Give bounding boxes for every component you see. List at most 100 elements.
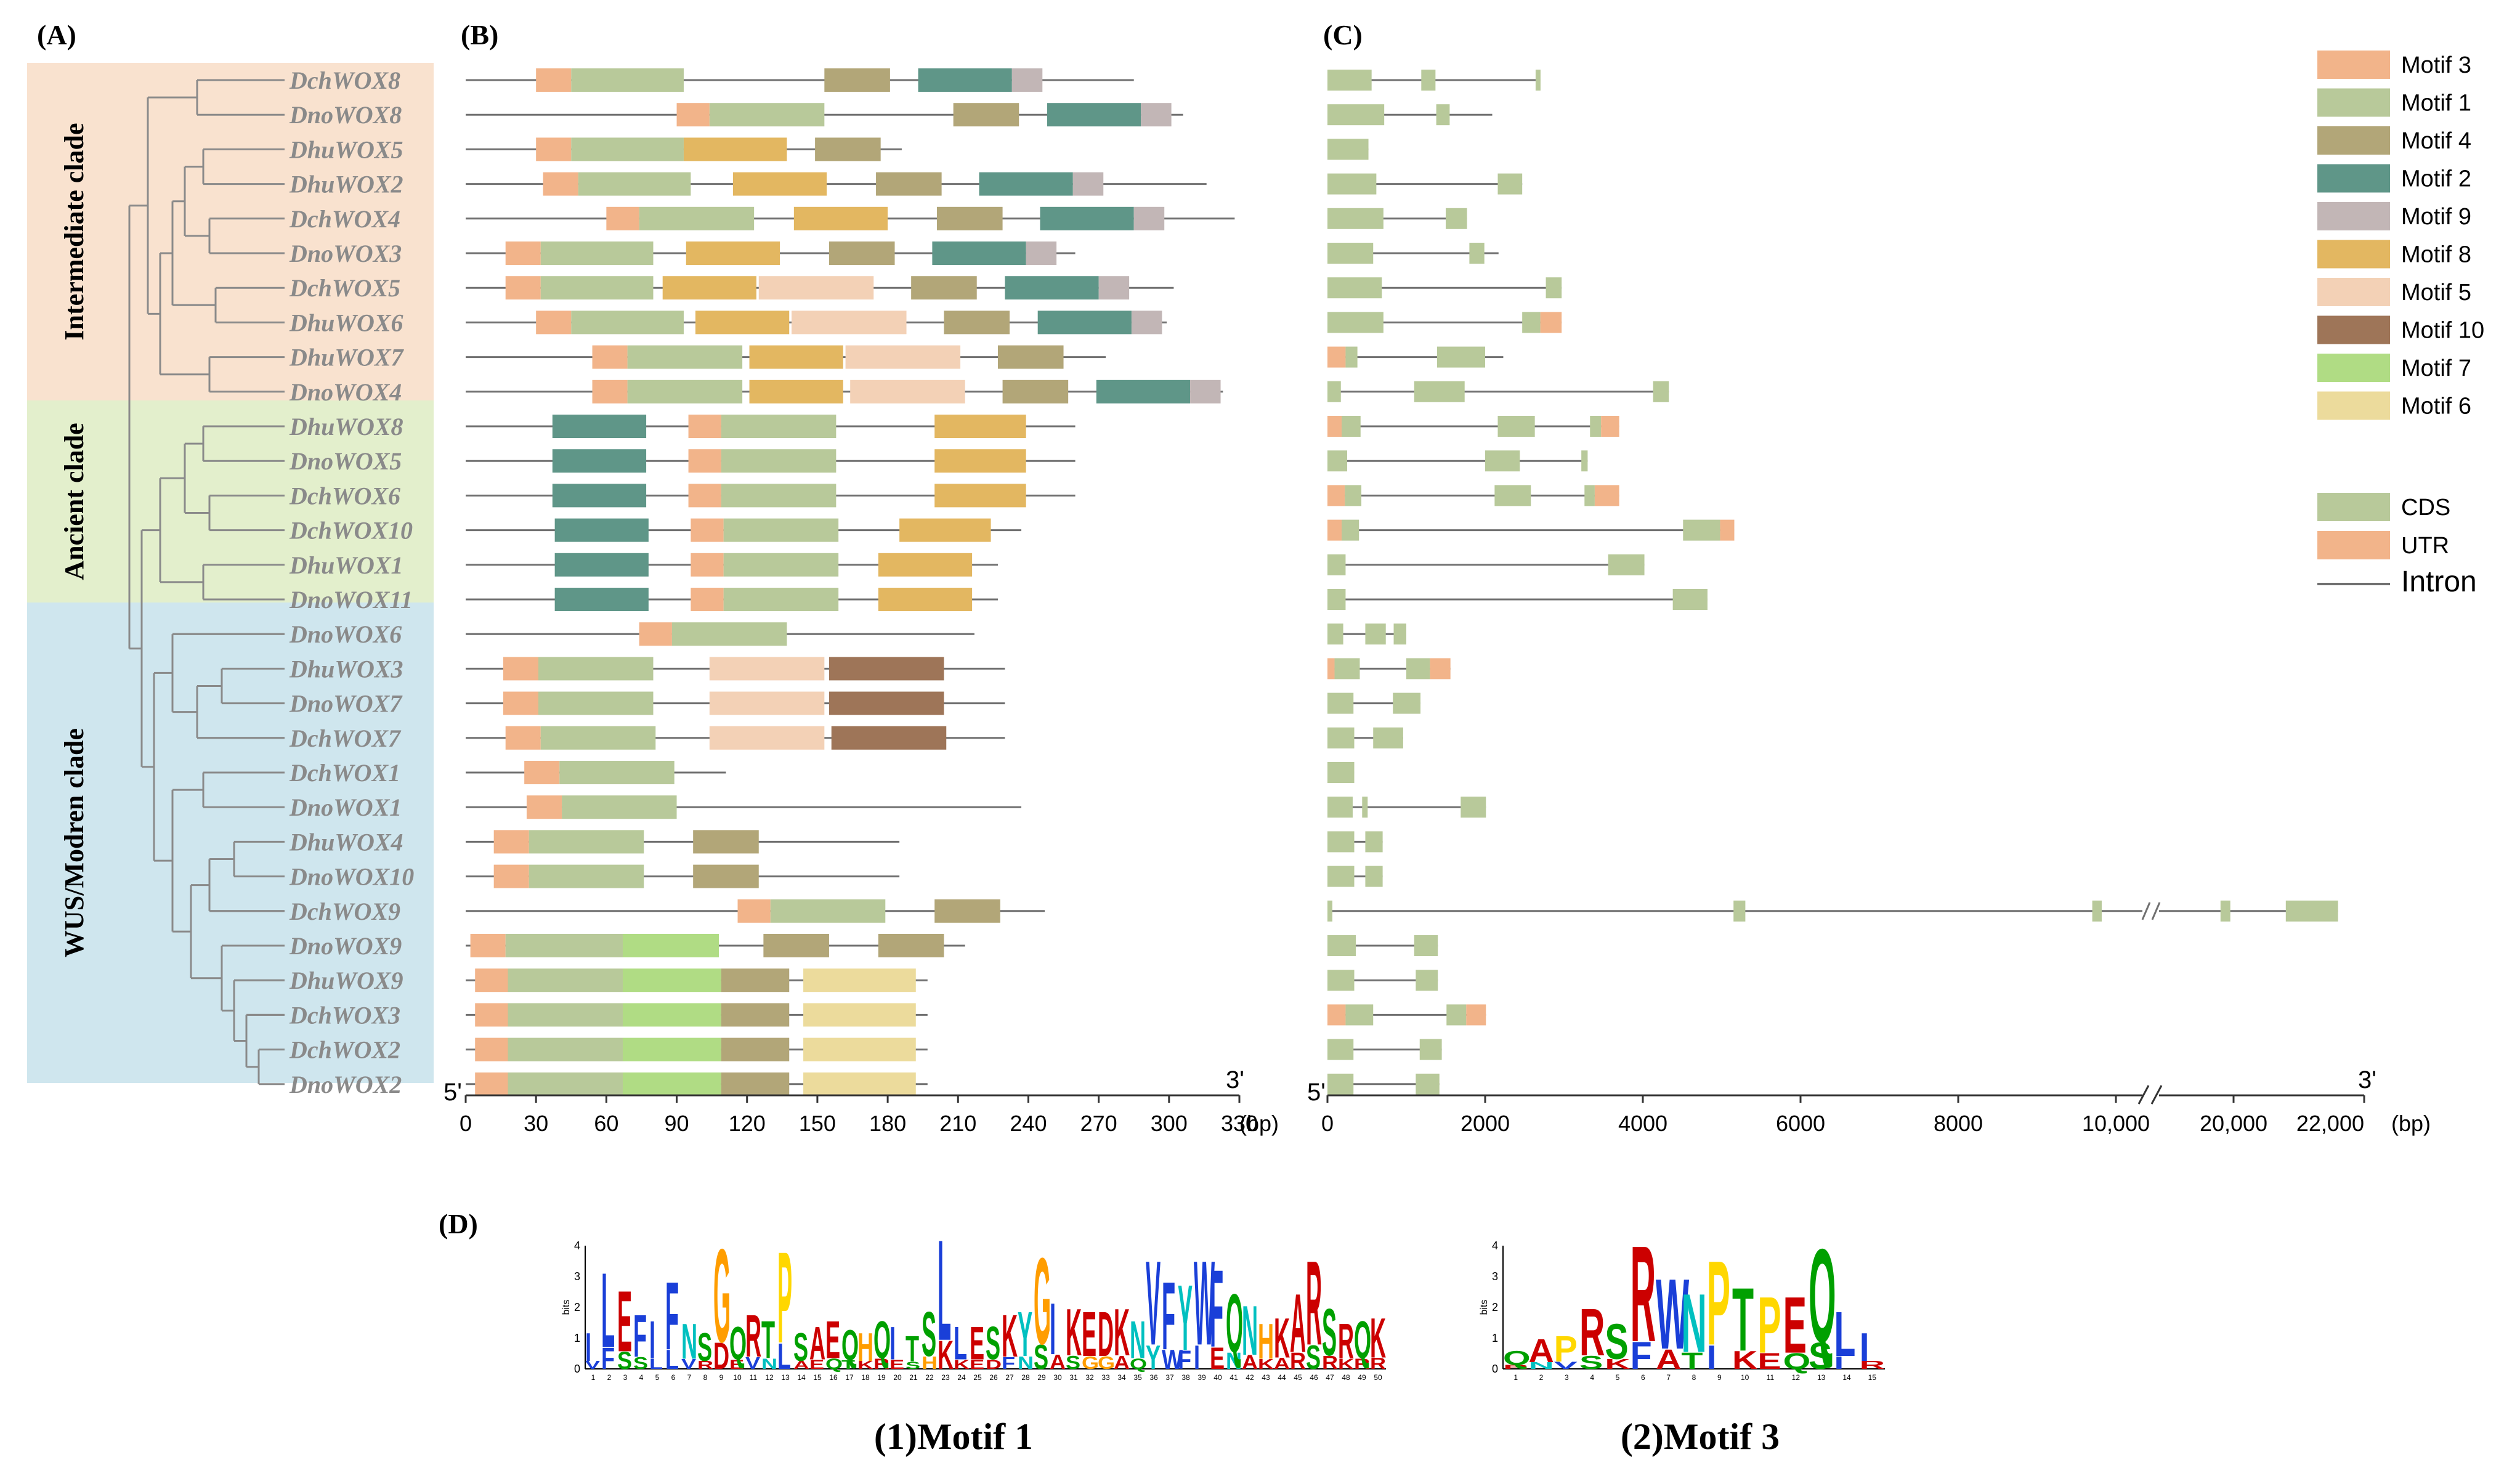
gene-label-dnowox2: DnoWOX2 (289, 1071, 402, 1098)
logo3-letter: N (1528, 1360, 1554, 1371)
motif-box-m3 (606, 206, 639, 230)
gene-label-dnowox1: DnoWOX1 (289, 793, 402, 821)
cds-box (1494, 485, 1531, 506)
panel-label-b: (B) (461, 19, 498, 51)
axis-b-five-prime: 5' (444, 1079, 462, 1106)
cds-box (1345, 1004, 1374, 1026)
motif-box-m4 (953, 103, 1019, 127)
legend-label-intron: Intron (2401, 566, 2477, 598)
logo1-letter: D (713, 1335, 729, 1377)
motif-box-m5 (709, 691, 825, 715)
axis-c-tick-label: 6000 (1776, 1111, 1825, 1136)
cds-box (1733, 900, 1746, 922)
gene-label-dnowox7: DnoWOX7 (289, 690, 403, 718)
logo1-position: 18 (861, 1373, 870, 1382)
logo1-letter: S (793, 1325, 808, 1370)
cds-box (1327, 554, 1346, 575)
axis-b-three-prime: 3' (1226, 1066, 1244, 1094)
motif-box-m4 (721, 1037, 790, 1061)
motif-box-m1 (571, 137, 684, 161)
motif-box-m3 (536, 68, 572, 92)
motif-box-m8 (683, 137, 787, 161)
logo1-letter: N (1242, 1291, 1258, 1369)
logo1-position: 45 (1294, 1373, 1302, 1382)
logo1-position: 14 (797, 1373, 806, 1382)
logo1-letter: L (649, 1355, 663, 1373)
utr-box (1327, 1004, 1346, 1026)
clade-label-wus: WUS/Modren clade (59, 728, 89, 957)
motif-box-m1 (627, 345, 743, 369)
logo1-position: 30 (1053, 1373, 1062, 1382)
logo1-letter: K (1370, 1306, 1386, 1369)
logo1-position: 19 (877, 1373, 886, 1382)
legend-swatch-utr (2317, 531, 2390, 559)
logo3-letter: P (1707, 1236, 1730, 1370)
logo1-position: 16 (829, 1373, 838, 1382)
logo3-letter: E (1783, 1281, 1807, 1370)
logo1-letter: Q (1226, 1277, 1243, 1371)
gene-label-dchwox9: DchWOX9 (289, 898, 400, 925)
motif-box-m6 (803, 968, 916, 992)
axis-b-tick-label: 210 (939, 1111, 976, 1136)
utr-box (1430, 658, 1451, 680)
utr-box (1327, 346, 1346, 368)
legend-label-m5: Motif 5 (2401, 280, 2471, 306)
motif-box-m1 (540, 241, 654, 265)
motif-box-m6 (803, 1037, 916, 1061)
axis-c-tick-label: 20,000 (2200, 1111, 2267, 1136)
legend-label-m6: Motif 6 (2401, 394, 2471, 420)
logo3-letter: S (1605, 1313, 1628, 1369)
logo1-letter: F (1210, 1248, 1223, 1371)
motif-box-m3 (592, 379, 628, 404)
logo1-letter: K (938, 1333, 954, 1378)
logo3-letter: Q (1783, 1349, 1811, 1374)
cds-box (1327, 173, 1377, 195)
utr-box (1327, 485, 1345, 506)
logo1-letter: E (970, 1317, 984, 1370)
axis-c-tick-label: 8000 (1934, 1111, 1983, 1136)
motif-box-m1 (562, 795, 677, 819)
motif-box-m5 (792, 310, 907, 335)
motif-box-m4 (876, 172, 942, 196)
logo1-position: 29 (1037, 1373, 1046, 1382)
logo1-position: 37 (1165, 1373, 1174, 1382)
logo1-letter: Y (1018, 1299, 1032, 1370)
cds-box (1421, 70, 1436, 91)
cds-box (1327, 692, 1354, 714)
motif-box-m4 (937, 206, 1003, 230)
motif-box-m1 (627, 379, 743, 404)
logo1-letter: S (905, 1360, 920, 1371)
motif-box-m3 (475, 1003, 508, 1027)
logo1-letter: A (793, 1359, 809, 1371)
axis-b-tick-label: 240 (1010, 1111, 1047, 1136)
logo1-position: 31 (1069, 1373, 1078, 1382)
cds-box (1327, 277, 1382, 299)
motif-box-m4 (944, 310, 1010, 335)
clade-label-ancient: Ancient clade (59, 423, 89, 580)
logo1-letter: N (1226, 1347, 1242, 1374)
logo1-letter: F (601, 1342, 615, 1376)
logo3-position: 13 (1817, 1373, 1826, 1382)
motif-box-m2 (1096, 379, 1191, 404)
legend-swatch-m2 (2317, 164, 2390, 193)
logo1-y-tick: 1 (574, 1332, 580, 1344)
motif-box-m2 (979, 172, 1073, 196)
logo1-letter: E (1082, 1299, 1096, 1370)
logo1-letter: K (1258, 1357, 1274, 1372)
cds-box (1327, 1039, 1354, 1060)
motif-box-m2 (552, 449, 647, 473)
logo1-position: 5 (655, 1373, 660, 1382)
utr-box (1327, 658, 1335, 680)
motif-box-m1 (571, 68, 684, 92)
gene-label-dhuwox6: DhuWOX6 (289, 309, 403, 336)
cds-box (1327, 243, 1374, 264)
logo1-letter: G (713, 1220, 731, 1370)
motif-box-m2 (1047, 103, 1141, 127)
logo1-letter: R (697, 1359, 713, 1371)
logo1-letter: V (745, 1353, 761, 1373)
gene-label-dnowox10: DnoWOX10 (289, 863, 414, 891)
cds-box (1469, 243, 1485, 264)
axis-b-tick-label: 0 (460, 1111, 472, 1136)
cds-box (1373, 727, 1403, 749)
logo1-letter: H (857, 1325, 873, 1370)
